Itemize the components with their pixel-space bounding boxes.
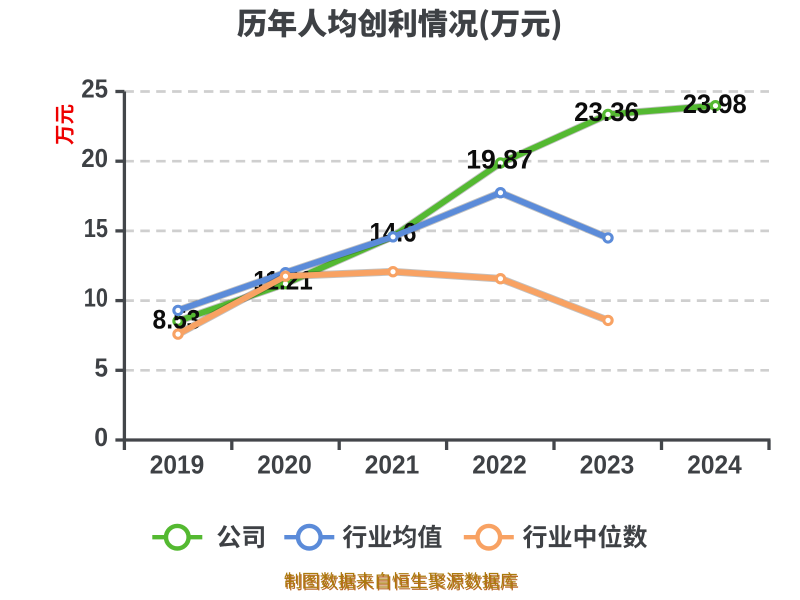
svg-text:2024: 2024 (687, 451, 742, 479)
svg-text:20: 20 (81, 143, 108, 173)
svg-text:2020: 2020 (257, 451, 312, 479)
svg-text:0: 0 (94, 422, 108, 452)
svg-text:25: 25 (81, 74, 108, 104)
svg-text:2019: 2019 (150, 451, 205, 479)
svg-text:10: 10 (84, 283, 108, 313)
svg-text:23.98: 23.98 (683, 89, 747, 119)
svg-text:2022: 2022 (472, 451, 527, 479)
svg-text:23.36: 23.36 (574, 97, 639, 127)
svg-text:2021: 2021 (365, 451, 420, 479)
svg-text:15: 15 (84, 213, 108, 243)
svg-text:19.87: 19.87 (466, 145, 533, 175)
svg-text:5: 5 (95, 352, 109, 382)
svg-text:2023: 2023 (580, 451, 635, 479)
